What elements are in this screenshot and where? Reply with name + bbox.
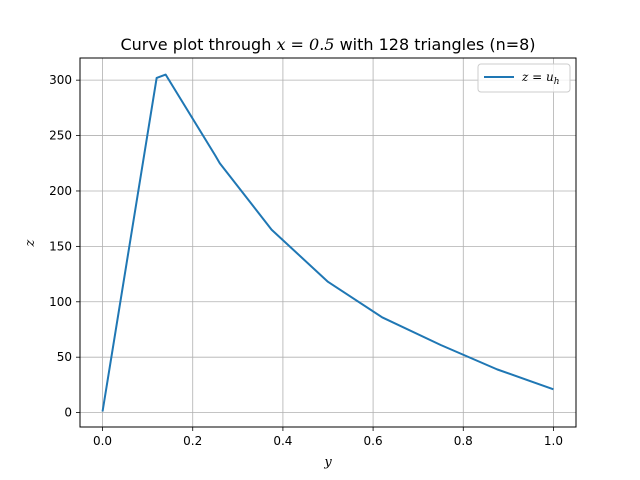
- x-tick-label-3: 0.6: [364, 434, 383, 448]
- y-tick-label-3: 150: [49, 239, 72, 253]
- y-tick-label-4: 200: [49, 184, 72, 198]
- series-layer: [101, 73, 554, 412]
- y-tick-label-6: 300: [49, 73, 72, 87]
- grid-lines: [80, 58, 576, 427]
- axes-frame: [79, 57, 577, 428]
- ticks: 0.0 0.2 0.4 0.6 0.8 1.0 0 50 100 150 200 250 300: [49, 73, 563, 448]
- y-tick-label-1: 50: [57, 350, 72, 364]
- y-axis-label: z: [23, 239, 38, 247]
- legend-box: [477, 63, 571, 93]
- chart-title-prefix: Curve plot through: [120, 35, 276, 54]
- x-axis-label: y: [323, 455, 332, 470]
- legend-label: z = uh: [521, 70, 560, 87]
- legend: z = uh: [477, 63, 571, 93]
- y-tick-label-5: 250: [49, 129, 72, 143]
- chart-title-math: x = 0.5: [276, 35, 334, 54]
- y-tick-label-2: 100: [49, 295, 72, 309]
- chart-title-suffix: with 128 triangles (n=8): [334, 35, 535, 54]
- series-line-0: [101, 73, 554, 412]
- x-tick-label-4: 0.8: [454, 434, 473, 448]
- x-tick-label-0: 0.0: [93, 434, 112, 448]
- x-tick-label-2: 0.4: [273, 434, 292, 448]
- legend-label-subscript: h: [554, 77, 560, 87]
- x-tick-label-5: 1.0: [544, 434, 563, 448]
- chart-title: Curve plot through x = 0.5 with 128 tria…: [120, 35, 535, 54]
- y-tick-label-0: 0: [64, 406, 72, 420]
- legend-label-main: z = u: [521, 70, 554, 84]
- x-tick-label-1: 0.2: [183, 434, 202, 448]
